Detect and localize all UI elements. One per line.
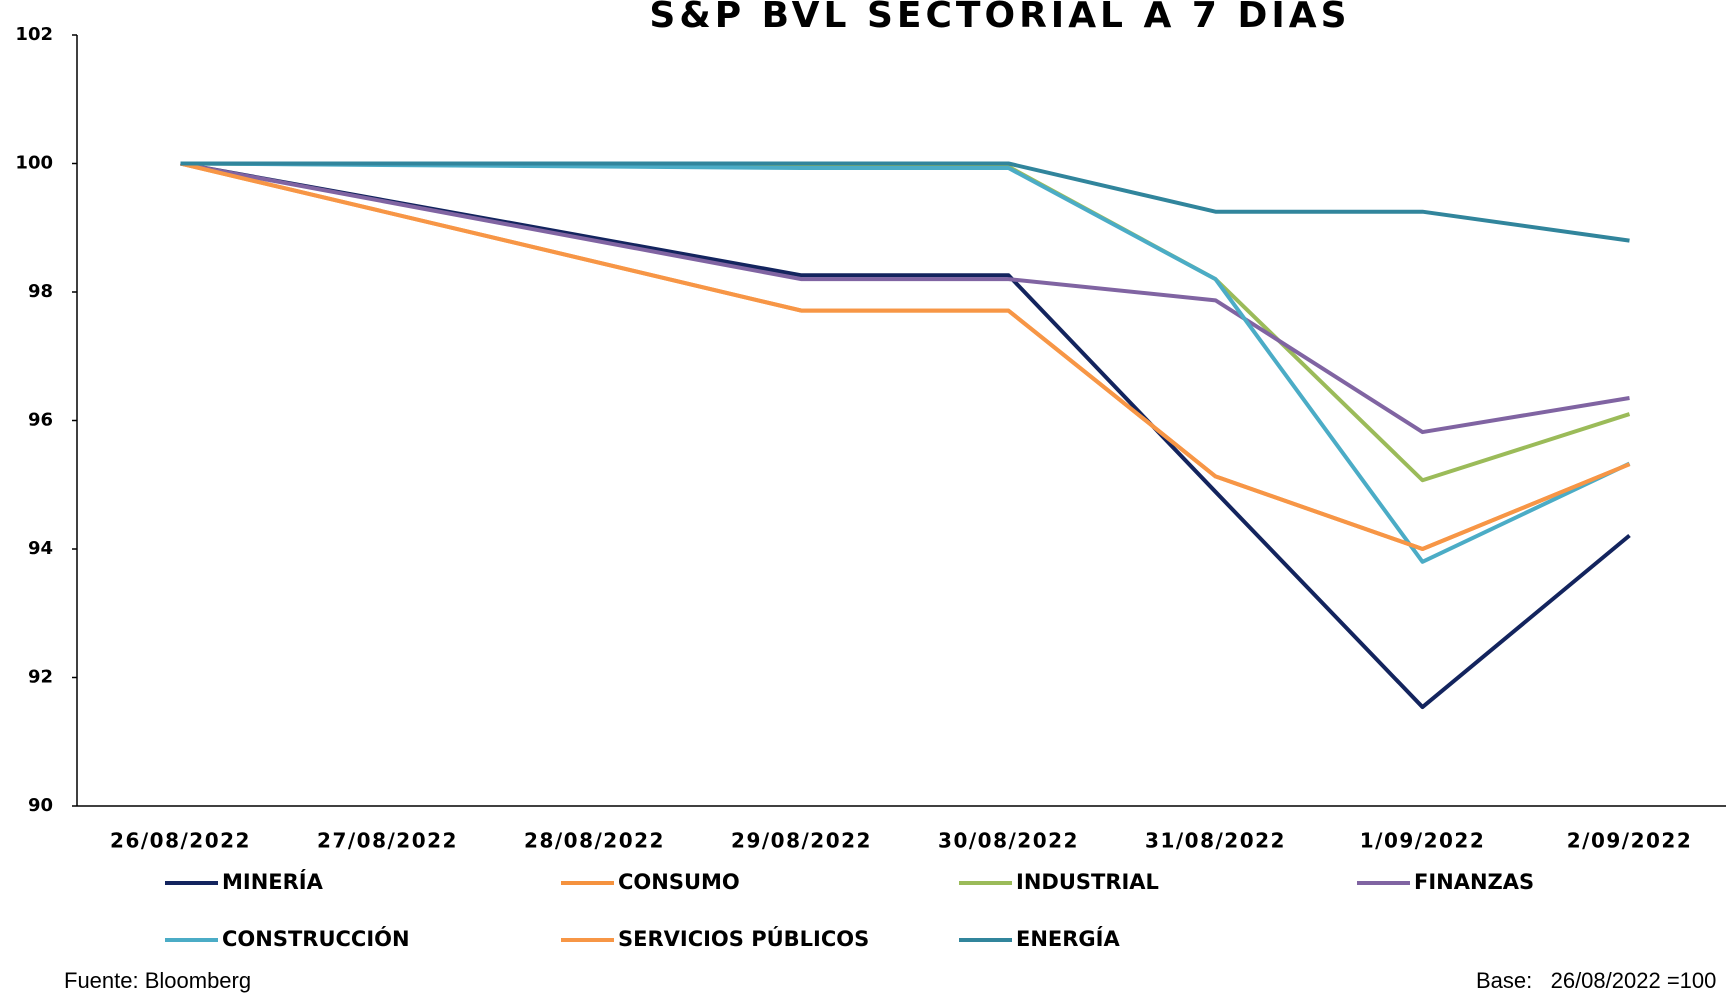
x-tick-label: 27/08/2022 (317, 829, 458, 853)
legend-label: MINERÍA (222, 869, 324, 894)
y-tick-label: 92 (28, 667, 53, 688)
series-line (180, 161, 1631, 551)
legend-label: SERVICIOS PÚBLICOS (618, 926, 869, 951)
x-tick-label: 26/08/2022 (110, 829, 251, 853)
y-tick-label: 100 (15, 153, 53, 174)
y-tick-label: 96 (28, 410, 53, 431)
x-tick-label: 28/08/2022 (524, 829, 665, 853)
series-line (180, 161, 1630, 435)
x-tick-label: 31/08/2022 (1145, 829, 1286, 853)
y-tick-label: 94 (28, 538, 53, 559)
series-line (180, 161, 1630, 243)
x-tick-label: 1/09/2022 (1360, 829, 1486, 853)
series-line (180, 161, 1631, 564)
y-tick-label: 102 (15, 24, 53, 45)
x-tick-label: 29/08/2022 (731, 829, 872, 853)
legend-label: ENERGÍA (1016, 926, 1120, 951)
chart-title: S&P BVL SECTORIAL A 7 DIAS (649, 0, 1350, 36)
x-tick-label: 2/09/2022 (1567, 829, 1693, 853)
source-note: Fuente: Bloomberg (64, 968, 251, 993)
y-tick-label: 90 (28, 795, 53, 816)
series-line (180, 161, 1631, 551)
x-tick-label: 30/08/2022 (938, 829, 1079, 853)
legend-label: INDUSTRIAL (1016, 870, 1159, 894)
base-note: Base: 26/08/2022 =100 (1476, 968, 1716, 993)
series-line (180, 161, 1631, 710)
legend-label: CONSTRUCCIÓN (222, 926, 410, 951)
legend-label: FINANZAS (1414, 870, 1534, 894)
legend-label: CONSUMO (618, 870, 740, 894)
y-tick-label: 98 (28, 281, 53, 302)
